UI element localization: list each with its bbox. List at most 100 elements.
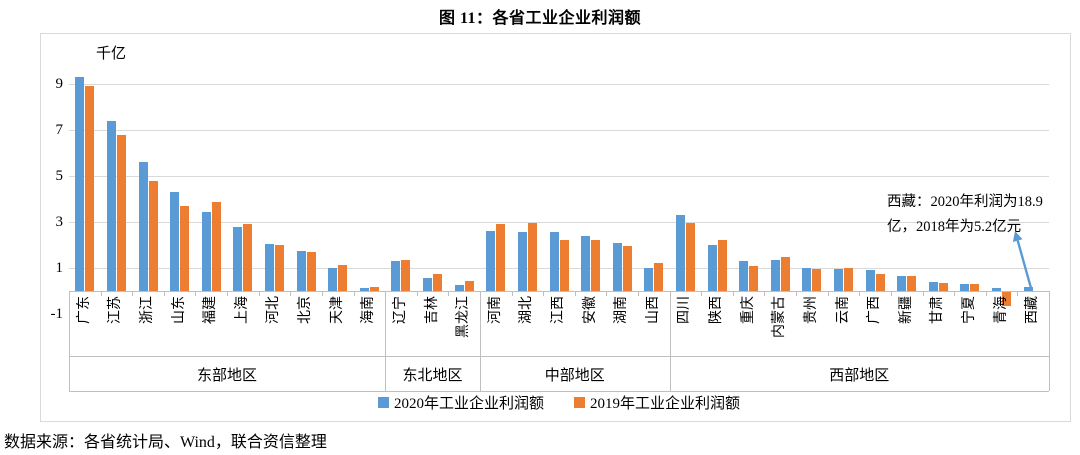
x-axis-label: 湖北 <box>519 296 535 324</box>
bar <box>928 281 938 291</box>
region-divider <box>385 291 387 391</box>
bar <box>938 282 948 291</box>
x-axis-label: 新疆 <box>898 296 914 324</box>
region-divider <box>479 291 481 391</box>
y-axis-tick: 5 <box>55 168 64 184</box>
x-axis-label: 广东 <box>76 296 92 324</box>
x-axis-label: 天津 <box>329 296 345 324</box>
axis-band-line <box>69 356 1049 357</box>
category-tick <box>985 291 987 296</box>
bar <box>338 264 348 291</box>
bar <box>581 235 591 291</box>
x-axis-label: 陕西 <box>709 296 725 324</box>
bar <box>865 270 875 291</box>
bar <box>296 250 306 291</box>
bar <box>201 211 211 291</box>
bar <box>75 77 85 291</box>
bar <box>106 120 116 291</box>
region-divider <box>69 291 70 391</box>
gridline <box>69 268 1049 269</box>
bar <box>264 243 274 291</box>
bar <box>644 268 654 291</box>
bar <box>274 245 284 291</box>
annotation-line: 西藏：2020年利润为18.9 <box>887 194 1043 210</box>
x-axis-line <box>69 291 1049 292</box>
region-label: 中部地区 <box>544 368 605 384</box>
y-axis-tick: 9 <box>55 76 64 92</box>
bar <box>654 263 664 291</box>
x-axis-label: 浙江 <box>140 296 156 324</box>
axis-band-line <box>69 391 1049 392</box>
x-axis-label: 河南 <box>487 296 503 324</box>
category-tick <box>353 291 355 296</box>
bar <box>211 202 221 291</box>
bar <box>780 256 790 291</box>
x-axis-label: 北京 <box>298 296 314 324</box>
bar <box>739 261 749 291</box>
bar <box>622 246 632 291</box>
x-axis-label: 四川 <box>677 296 693 324</box>
legend-swatch-icon <box>377 396 389 408</box>
legend-item: 2020年工业企业利润额 <box>377 392 544 413</box>
bar <box>369 287 379 291</box>
y-axis-tick: 3 <box>55 214 64 230</box>
category-tick <box>511 291 513 296</box>
category-tick <box>922 291 924 296</box>
x-axis-label: 重庆 <box>740 296 756 324</box>
gridline <box>69 130 1049 131</box>
category-tick <box>827 291 829 296</box>
legend-item: 2019年工业企业利润额 <box>574 392 740 413</box>
bar <box>391 261 401 291</box>
bar <box>834 269 844 291</box>
bar <box>148 180 158 291</box>
bar <box>306 251 316 291</box>
gridline <box>69 84 1049 85</box>
y-axis-tick: 1 <box>55 260 64 276</box>
bar <box>433 273 443 291</box>
category-tick <box>543 291 545 296</box>
y-axis-tick: 7 <box>55 122 64 138</box>
x-axis-label: 吉林 <box>424 296 440 324</box>
bar <box>464 280 474 291</box>
bar <box>992 287 1002 291</box>
category-tick <box>764 291 766 296</box>
y-axis-tick: -1 <box>50 306 64 322</box>
y-axis-unit-label: 千亿 <box>96 46 127 62</box>
x-axis-label: 甘肃 <box>930 296 946 324</box>
bar <box>685 223 695 291</box>
x-axis-label: 江苏 <box>108 296 124 324</box>
bar <box>138 162 148 291</box>
x-axis-label: 江西 <box>551 296 566 324</box>
category-tick <box>258 291 260 296</box>
x-axis-label: 河北 <box>266 296 282 324</box>
category-tick <box>859 291 861 296</box>
data-source-note: 数据来源：各省统计局、Wind，联合资信整理 <box>4 434 327 451</box>
bar <box>401 259 411 291</box>
bar <box>527 223 537 291</box>
bar <box>844 268 854 291</box>
bar <box>423 278 433 291</box>
category-tick <box>100 291 102 296</box>
category-tick <box>290 291 292 296</box>
category-tick <box>195 291 197 296</box>
region-label: 东北地区 <box>402 368 463 384</box>
category-tick <box>321 291 323 296</box>
annotation-text: 西藏：2020年利润为18.9 亿，2018年为5.2亿元 <box>887 190 1080 240</box>
bar <box>486 231 496 291</box>
gridline <box>69 176 1049 177</box>
category-tick <box>606 291 608 296</box>
bar <box>612 242 622 291</box>
region-divider <box>1049 291 1050 391</box>
bar <box>243 224 253 291</box>
bar <box>517 232 527 291</box>
bar <box>591 240 601 291</box>
bar <box>496 224 506 291</box>
category-tick <box>132 291 134 296</box>
annotation-line: 亿，2018年为5.2亿元 <box>887 219 1022 235</box>
legend-label: 2020年工业企业利润额 <box>393 395 544 412</box>
gridline <box>69 222 1049 223</box>
category-tick <box>163 291 165 296</box>
x-axis-label: 贵州 <box>803 296 819 324</box>
category-tick <box>701 291 703 296</box>
bar <box>559 240 569 291</box>
